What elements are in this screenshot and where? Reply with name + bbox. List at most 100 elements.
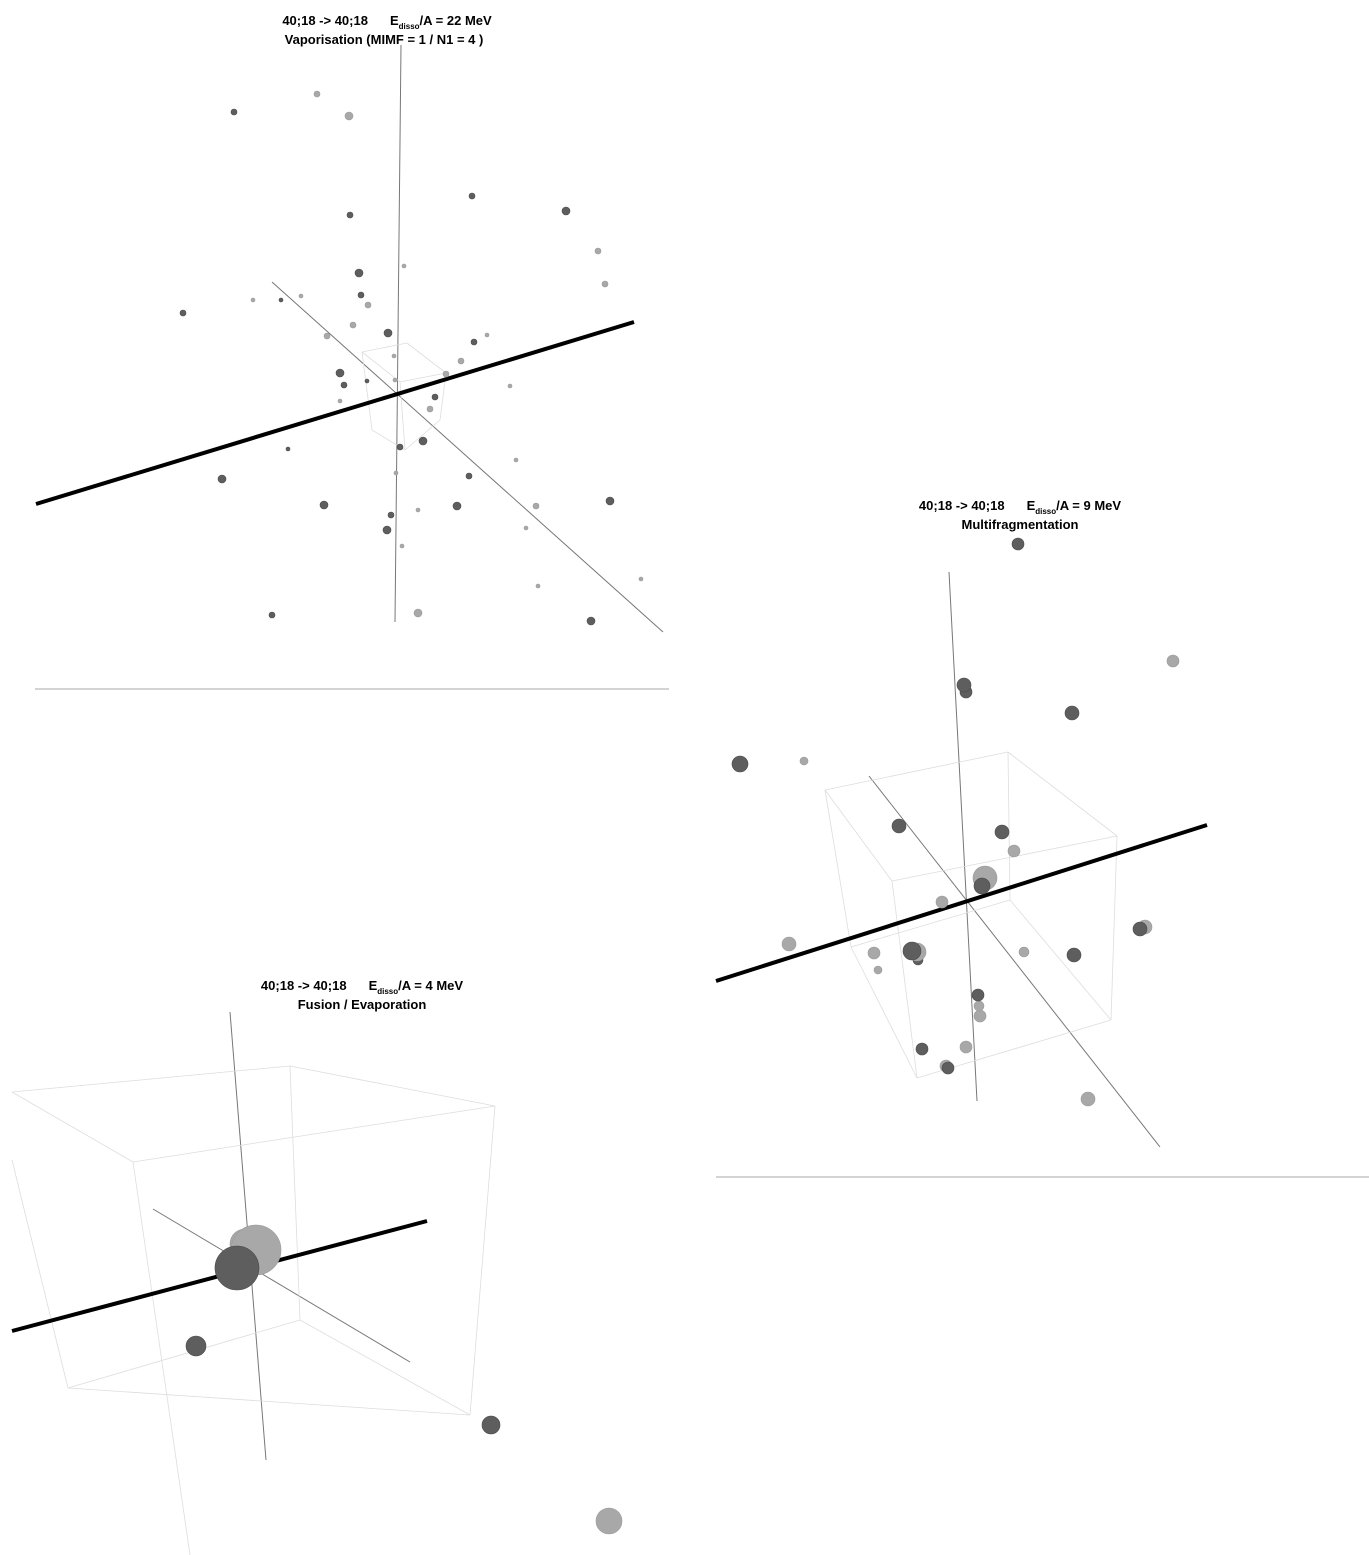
- bounding-box-edge: [361, 342, 408, 353]
- fragment: [357, 291, 365, 299]
- fragment: [1132, 921, 1148, 937]
- bounding-box-edge: [1007, 751, 1011, 901]
- fragment: [1011, 537, 1025, 551]
- fragment: [391, 353, 397, 359]
- panel-subtitle: Multifragmentation: [962, 517, 1079, 532]
- bounding-box-edge: [850, 899, 1011, 948]
- bounding-box-edge: [11, 1091, 134, 1163]
- fragment: [396, 443, 404, 451]
- fragment: [344, 111, 354, 121]
- fragment: [442, 370, 450, 378]
- fragment: [392, 377, 398, 383]
- fragment: [973, 1000, 985, 1012]
- bounding-box-edge: [399, 372, 447, 383]
- bounding-box-edge: [132, 1161, 191, 1555]
- fragment: [393, 470, 399, 476]
- fragment: [465, 472, 473, 480]
- energy-value: /A = 4 MeV: [398, 978, 463, 993]
- fragment: [179, 309, 187, 317]
- bounding-box-edge: [824, 789, 852, 948]
- bounding-box-edge: [850, 946, 918, 1079]
- fragment: [601, 280, 609, 288]
- fragment: [313, 90, 321, 98]
- fragment: [1064, 705, 1080, 721]
- bounding-box-edge: [824, 789, 893, 882]
- reaction: 40;18 -> 40;18: [261, 978, 347, 993]
- fragment: [867, 946, 881, 960]
- fragment: [973, 877, 991, 895]
- fragment: [902, 941, 922, 961]
- fragment: [298, 293, 304, 299]
- fragment: [349, 321, 357, 329]
- panel-title: 40;18 -> 40;18 Edisso/A = 4 MeV: [261, 978, 463, 996]
- energy-symbol: E: [1027, 498, 1036, 513]
- reaction: 40;18 -> 40;18: [919, 498, 1005, 513]
- bounding-box-edge: [299, 1319, 471, 1416]
- fragment: [873, 965, 883, 975]
- bounding-box-edge: [406, 342, 447, 374]
- fragment: [319, 500, 329, 510]
- bounding-box-edge: [361, 351, 373, 431]
- fragment: [959, 1040, 973, 1054]
- fragment: [1166, 654, 1180, 668]
- fragment: [418, 436, 428, 446]
- fragment: [431, 393, 439, 401]
- fragment: [214, 1245, 260, 1291]
- fragment: [335, 368, 345, 378]
- fragment: [250, 297, 256, 303]
- fragment: [285, 446, 291, 452]
- fragment: [1018, 946, 1030, 958]
- energy-value: /A = 22 MeV: [420, 13, 492, 28]
- bounding-box-edge: [361, 351, 401, 383]
- energy-subscript: disso: [1035, 507, 1056, 516]
- bounding-box-edge: [1007, 751, 1118, 837]
- fragment: [781, 936, 797, 952]
- fragment: [346, 211, 354, 219]
- bounding-box-edge: [891, 880, 918, 1079]
- fragment: [941, 1061, 955, 1075]
- fragment: [507, 383, 513, 389]
- fragment: [399, 543, 405, 549]
- fragment: [457, 357, 465, 365]
- bounding-box-edge: [404, 419, 441, 451]
- panel-fusion: 40;18 -> 40;18 Edisso/A = 4 MeV Fusion / …: [261, 978, 463, 1012]
- fragment: [915, 1042, 929, 1056]
- fragment: [605, 496, 615, 506]
- fragment: [383, 328, 393, 338]
- fragment: [470, 338, 478, 346]
- energy-value: /A = 9 MeV: [1056, 498, 1121, 513]
- fragment: [387, 511, 395, 519]
- bounding-box-edge: [11, 1159, 69, 1389]
- axis-line: [948, 571, 978, 1102]
- fragment: [1007, 844, 1021, 858]
- beam-axis: [35, 320, 635, 506]
- fragment: [337, 398, 343, 404]
- fragment: [731, 755, 749, 773]
- fragment: [230, 108, 238, 116]
- bounding-box-edge: [67, 1387, 471, 1416]
- fragment: [382, 525, 392, 535]
- fragment: [268, 611, 276, 619]
- fragment: [994, 824, 1010, 840]
- fragment: [638, 576, 644, 582]
- bounding-box-edge: [289, 1065, 301, 1321]
- fragment: [426, 405, 434, 413]
- energy-subscript: disso: [399, 22, 420, 31]
- bounding-box-edge: [1110, 835, 1118, 1021]
- bounding-box-edge: [11, 1065, 291, 1093]
- fragment: [513, 457, 519, 463]
- panel-title: 40;18 -> 40;18 Edisso/A = 9 MeV: [919, 498, 1121, 516]
- bounding-box-edge: [469, 1105, 496, 1416]
- fragment: [594, 247, 602, 255]
- axis-line: [271, 281, 664, 633]
- energy-subscript: disso: [377, 987, 398, 996]
- panel-subtitle: Vaporisation (MIMF = 1 / N1 = 4 ): [285, 32, 484, 47]
- fragment: [523, 525, 529, 531]
- fragment: [413, 608, 423, 618]
- fragment: [532, 502, 540, 510]
- panel-title: 40;18 -> 40;18 Edisso/A = 22 MeV: [282, 13, 492, 31]
- energy-symbol: E: [390, 13, 399, 28]
- bounding-box-edge: [67, 1319, 301, 1389]
- fragment: [354, 268, 364, 278]
